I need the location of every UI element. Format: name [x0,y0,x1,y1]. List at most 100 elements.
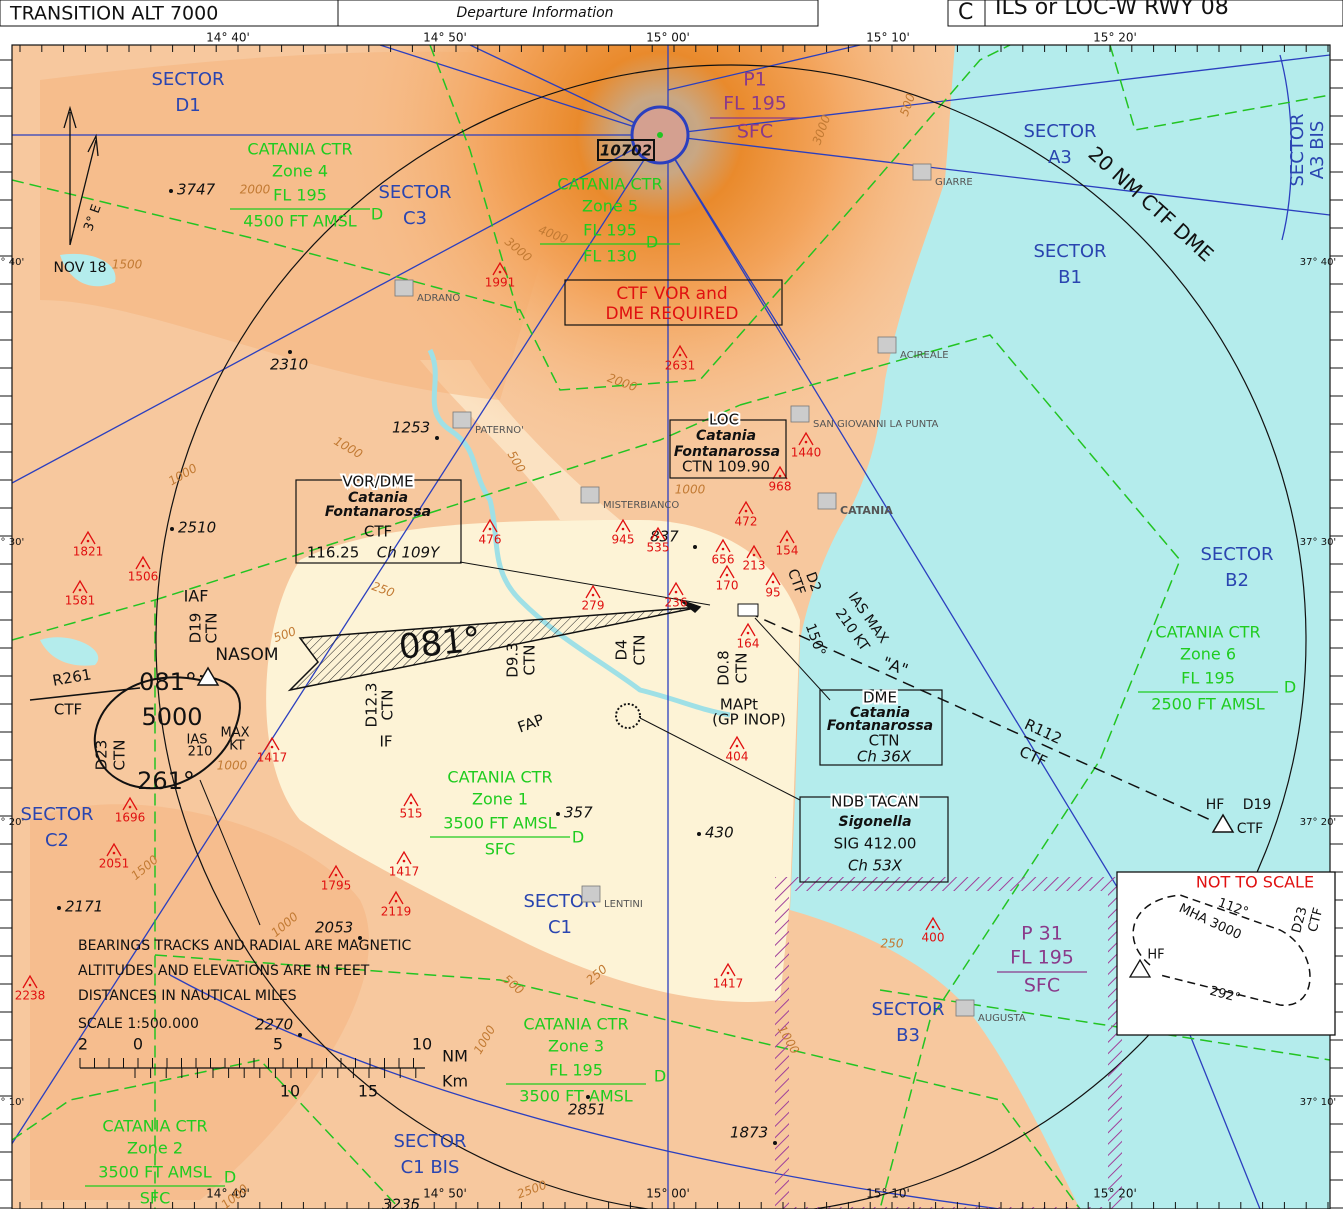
procedure-label: CTN [733,653,751,684]
obstacle-dot [129,806,132,809]
obstacle-elevation: 2631 [665,359,696,373]
ctr-zone-class: D [1284,678,1296,697]
contour-label: 2000 [240,183,271,197]
warning-text: CTF VOR and [616,284,727,304]
obstacle-elevation: 2119 [381,905,412,919]
town-label: SAN GIOVANNI LA PUNTA [813,419,939,430]
spot-elevation: 3235 [382,1196,420,1209]
longitude-label: 15° 00' [646,1187,690,1201]
chart-note: SCALE 1:500.000 [78,1016,199,1032]
ctr-zone-label: 2500 FT AMSL [1151,695,1264,714]
obstacle-elevation: 476 [479,533,502,547]
sector-label: C3 [403,208,427,229]
sector-label: B2 [1225,570,1249,591]
sector-label: SECTOR [393,1131,466,1152]
sector-label: A3 BIS [1307,121,1328,180]
navaid-type: VOR/DME [342,473,413,491]
contour-label: 1500 [112,258,143,272]
longitude-label: 15° 10' [866,31,910,45]
navaid-type: DME [863,689,897,707]
sector-label: C1 [548,917,572,938]
town-label: AUGUSTA [978,1013,1026,1024]
contour-label: 1000 [217,759,248,773]
procedure-label: NASOM [215,645,278,665]
chart-code: C [958,0,973,25]
ctr-zone-class: D [371,205,383,224]
obstacle-dot [753,554,756,557]
spot-elevation: 430 [705,824,734,842]
obstacle-elevation: 945 [612,533,635,547]
procedure-label: (GP INOP) [712,711,786,729]
spot-elevation: 2053 [315,919,353,937]
scale-label: 10 [280,1082,300,1101]
longitude-label: 14° 40' [206,31,250,45]
longitude-label: 15° 10' [866,1187,910,1201]
obstacle-dot [335,874,338,877]
contour-label: 1000 [675,483,706,497]
procedure-title: ILS or LOC-W RWY 08 [995,0,1229,20]
spot-height [169,189,173,193]
procedure-label: CTN [631,635,649,666]
ctr-zone-label: CATANIA CTR [523,1015,628,1034]
obstacle-dot [87,540,90,543]
sector-label: SECTOR [871,999,944,1020]
procedure-label: IF [379,733,392,751]
scale-label: 2 [78,1035,88,1054]
town-area [791,406,809,422]
approach-chart: TRANSITION ALT 7000 Departure Informatio… [0,0,1343,1209]
scale-label: Km [442,1072,468,1091]
obstacle-elevation: 656 [712,553,735,567]
sector-label: SECTOR [1287,113,1308,186]
obstacle-dot [410,802,413,805]
navaid-frequency: CTN 109.90 [682,458,770,476]
obstacle-elevation: 535 [647,541,670,555]
town-area [395,280,413,296]
procedure-label: D19 [1243,797,1272,813]
longitude-label: 14° 50' [423,31,467,45]
navaid-type: LOC [709,411,739,429]
spot-elevation: 2510 [178,519,216,537]
obstacle-dot [622,528,625,531]
obstacle-elevation: 1417 [389,865,420,879]
scale-label: NM [442,1047,468,1066]
spot-height [693,545,697,549]
obstacle-dot [79,589,82,592]
obstacle-elevation: 1506 [128,570,159,584]
navaid-type: NDB TACAN [831,793,919,811]
ctr-zone-label: FL 195 [583,221,637,240]
spot-elevation: 2171 [65,898,103,916]
town-label: LENTINI [604,899,643,910]
scale-label: 0 [133,1035,143,1054]
obstacle-dot [736,745,739,748]
navaid-frequency: SIG 412.00 [834,835,917,853]
ctr-zone-label: CATANIA CTR [557,175,662,194]
spot-height [298,1033,302,1037]
ctr-zone-label: CATANIA CTR [247,140,352,159]
procedure-label: 261° [137,767,195,795]
procedure-label: CTN [111,740,129,771]
obstacle-elevation: 472 [735,515,758,529]
ctr-zone-label: FL 130 [583,247,637,266]
longitude-label: 15° 20' [1093,31,1137,45]
procedure-label: D0.8 [715,650,733,685]
spot-elevation: 1253 [392,419,430,437]
procedure-label: HF [1206,797,1225,813]
obstacle-dot [657,536,660,539]
latitude-label: 37° 30' [1300,537,1336,548]
procedure-label: D23 [93,740,111,771]
navaid-name: Sigonella [838,814,911,830]
sector-label: A3 [1048,147,1072,168]
ctr-zone-label: Zone 6 [1180,645,1236,664]
navaid-name: Fontanarossa [325,504,431,520]
obstacle-dot [772,581,775,584]
ctr-zone-class: D [224,1168,236,1187]
navaid-frequency: 116.25 [307,544,360,562]
spot-height [697,832,701,836]
town-area [581,487,599,503]
ctr-zone-label: Zone 2 [127,1139,183,1158]
obstacle-dot [403,860,406,863]
obstacle-dot [786,539,789,542]
procedure-label: KT [229,739,245,754]
obstacle-dot [747,632,750,635]
prohibited-label: FL 195 [723,93,787,115]
